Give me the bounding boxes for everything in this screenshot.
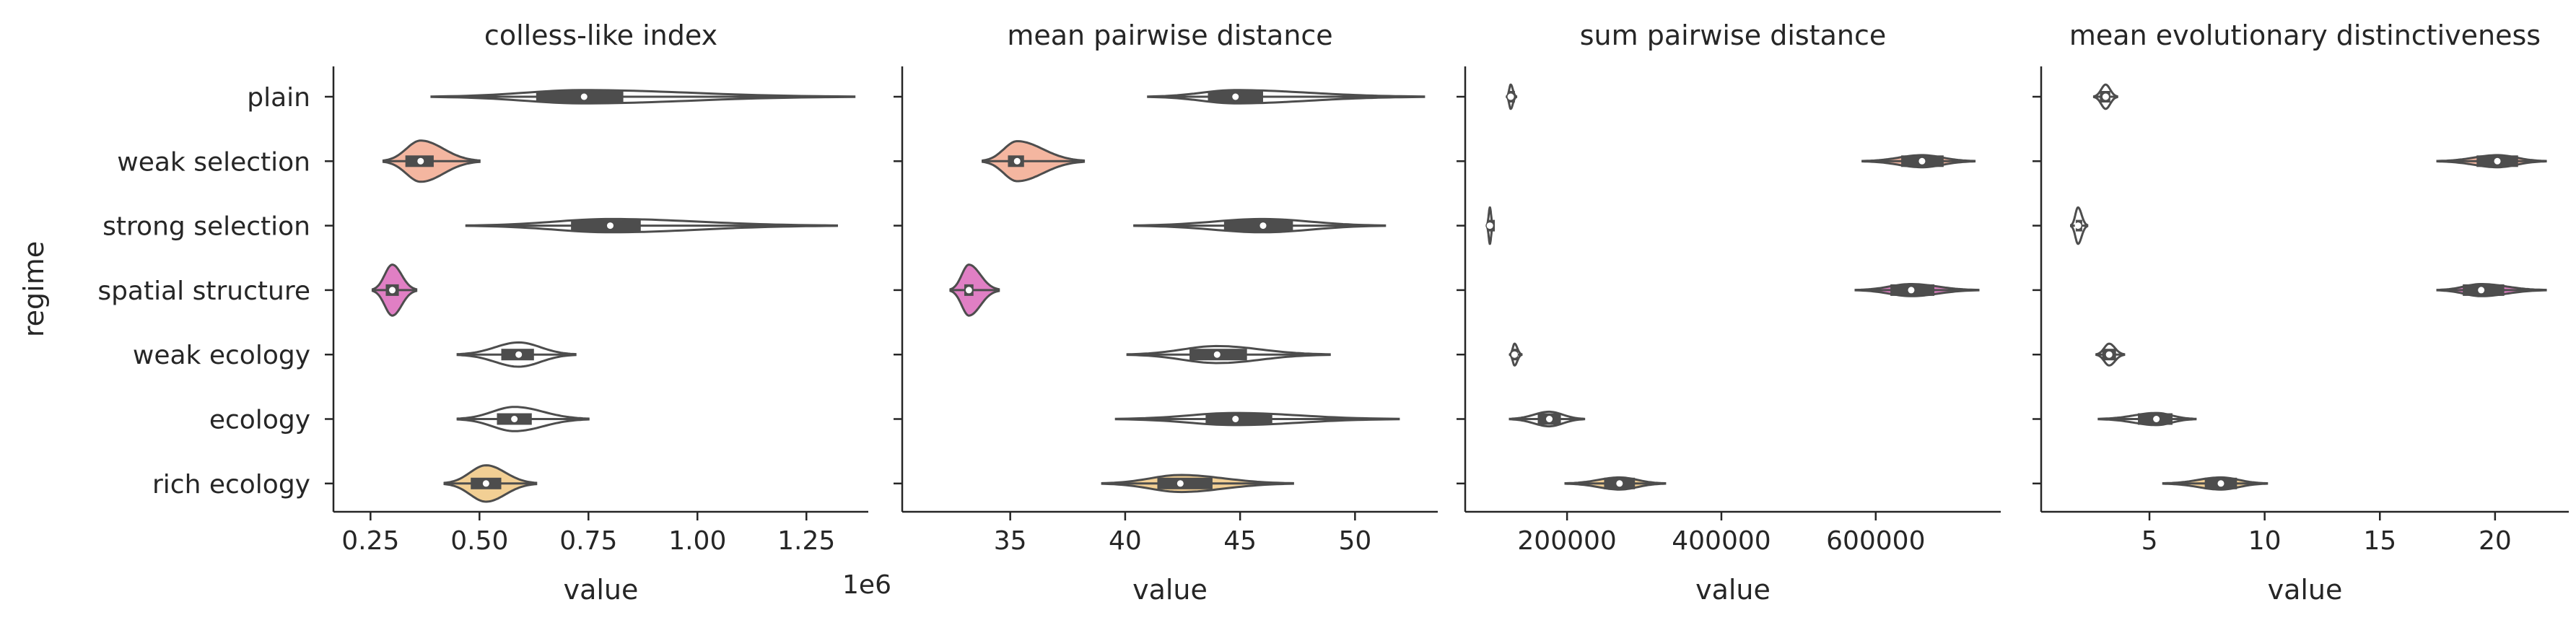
x-tick-label: 15 [2363, 526, 2396, 556]
violin-median-point [1918, 157, 1926, 165]
x-tick-label: 35 [994, 526, 1027, 556]
violin-median-point [1176, 480, 1184, 487]
violin-median-point [2105, 351, 2113, 358]
x-tick-label: 0.50 [450, 526, 508, 556]
y-tick-label: weak selection [117, 147, 310, 177]
violin-iqr-box [1223, 219, 1293, 232]
violin-median-point [511, 416, 518, 422]
x-axis-label: value [1695, 574, 1771, 606]
y-tick-label: ecology [209, 406, 310, 435]
violin-median-point [2217, 480, 2224, 487]
x-axis-label: value [2268, 574, 2343, 606]
x-tick-label: 5 [2141, 526, 2158, 556]
violin-median-point [1546, 416, 1553, 422]
violin-median-point [1232, 416, 1239, 422]
x-tick-label: 20 [2479, 526, 2512, 556]
y-tick-label: rich ecology [152, 470, 310, 500]
x-tick-label: 0.75 [559, 526, 617, 556]
x-offset-text: 1e6 [842, 570, 891, 600]
violin-median-point [1507, 93, 1514, 100]
violin-median-point [417, 157, 424, 165]
violin-median-point [2074, 222, 2082, 230]
x-tick-label: 45 [1223, 526, 1257, 556]
violin-median-point [580, 93, 588, 100]
violin-median-point [482, 480, 489, 487]
panel-title: mean pairwise distance [1007, 19, 1332, 51]
violin-median-point [389, 287, 396, 294]
violin-median-point [515, 351, 523, 358]
x-tick-label: 200000 [1517, 526, 1616, 556]
violin-median-point [1486, 222, 1493, 230]
violin-median-point [1213, 351, 1221, 358]
violin-median-point [1013, 157, 1021, 165]
x-tick-label: 1.25 [777, 526, 835, 556]
y-axis-label: regime [18, 241, 50, 337]
y-tick-label: spatial structure [97, 276, 310, 306]
x-tick-label: 1.00 [668, 526, 726, 556]
x-tick-label: 50 [1338, 526, 1371, 556]
violin-median-point [2478, 287, 2485, 294]
violin-iqr-box [1157, 477, 1213, 489]
y-tick-label: weak ecology [133, 341, 310, 370]
panel-title: mean evolutionary distinctiveness [2069, 19, 2541, 51]
violin-median-point [2153, 416, 2160, 422]
x-axis-label: value [1132, 574, 1208, 606]
violin-median-point [965, 287, 972, 294]
violin-median-point [2102, 93, 2109, 100]
violin-median-point [1908, 287, 1915, 294]
violin-iqr-box [536, 91, 624, 103]
violin-median-point [1511, 351, 1518, 358]
y-tick-label: strong selection [102, 212, 310, 242]
violin-median-point [1259, 222, 1267, 230]
panel-title: colless-like index [484, 19, 717, 51]
violin-median-point [1232, 93, 1239, 100]
x-tick-label: 400000 [1672, 526, 1771, 556]
violin-median-point [2494, 157, 2501, 165]
violin-iqr-box [571, 219, 641, 232]
violin-median-point [1616, 480, 1623, 487]
x-tick-label: 40 [1109, 526, 1142, 556]
y-tick-label: plain [247, 83, 310, 113]
panel-title: sum pairwise distance [1580, 19, 1886, 51]
x-tick-label: 600000 [1826, 526, 1925, 556]
x-axis-label: value [564, 574, 639, 606]
x-tick-label: 0.25 [341, 526, 399, 556]
x-tick-label: 10 [2248, 526, 2282, 556]
violin-iqr-box [1205, 413, 1272, 425]
violin-median-point [606, 222, 614, 230]
